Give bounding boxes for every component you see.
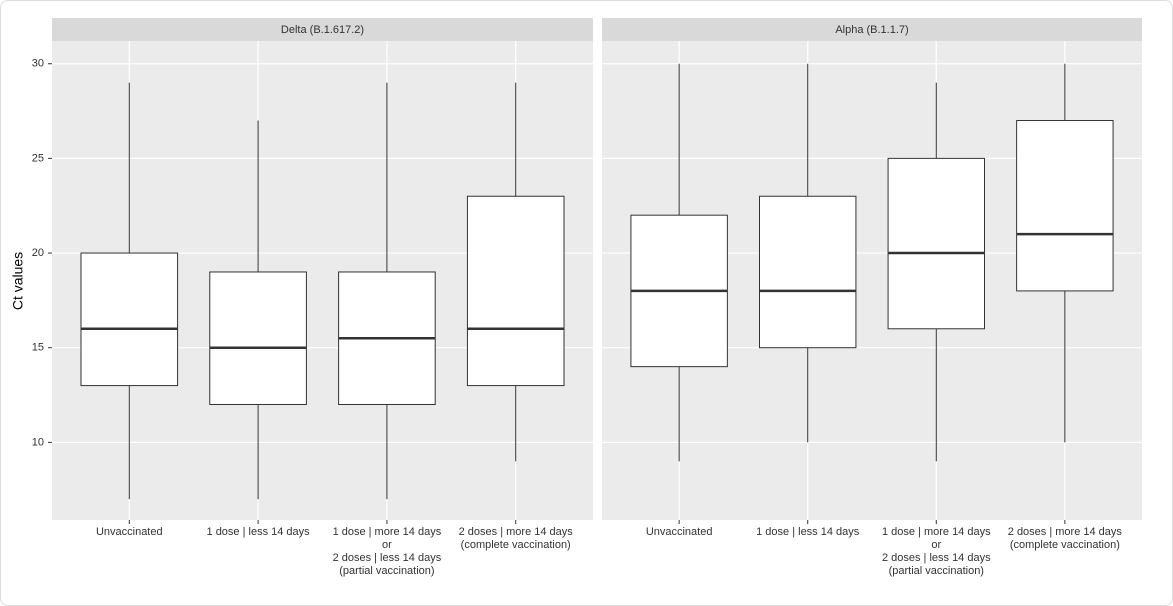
strip-label: Alpha (B.1.1.7) [835,24,908,36]
strip [52,18,593,41]
x-tick-label: Unvaccinated [645,526,713,538]
y-tick-label: 15 [32,342,44,354]
x-tick-label: 1 dose | more 14 days or 2 doses | less … [881,526,991,577]
x-tick-label: 1 dose | less 14 days [756,526,860,538]
x-tick-label: 1 dose | less 14 days [206,526,310,538]
y-tick-label: 10 [32,436,44,448]
box [1016,120,1114,292]
x-tick-label: 1 dose | more 14 days or 2 doses | less … [332,526,442,577]
x-tick-label: Unvaccinated [95,526,163,538]
x-tick-label: 2 doses | more 14 days (complete vaccina… [458,526,573,551]
strip [602,18,1142,41]
y-tick-label: 20 [32,247,44,259]
y-axis-title: Ct values [10,252,26,310]
x-tick-label: 2 doses | more 14 days (complete vaccina… [1007,526,1122,551]
box [759,195,857,349]
box [466,195,565,387]
strip-label: Delta (B.1.617.2) [281,24,364,36]
box [887,157,985,330]
box [209,271,307,406]
y-tick-label: 25 [32,152,44,164]
box [80,252,179,387]
y-tick-label: 30 [32,58,44,70]
